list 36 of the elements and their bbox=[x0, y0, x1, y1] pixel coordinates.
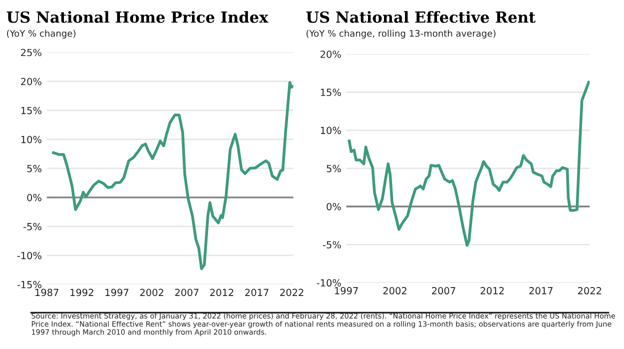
x-tick-label: 2022 bbox=[578, 287, 602, 294]
line-series bbox=[348, 80, 590, 247]
y-tick-label: 10% bbox=[320, 126, 341, 134]
y-tick-label: 0% bbox=[27, 194, 42, 202]
chart-title: US National Effective Rent bbox=[306, 11, 536, 23]
y-tick-label: -10% bbox=[17, 252, 42, 260]
x-tick-label: 1992 bbox=[70, 288, 94, 296]
y-tick-label: 20% bbox=[21, 78, 42, 86]
x-tick-label: 2002 bbox=[140, 288, 164, 296]
y-tick-label: -5% bbox=[323, 241, 341, 248]
chart-subtitle: (YoY % change, rolling 13-month average) bbox=[306, 30, 496, 39]
x-tick-label: 1987 bbox=[35, 288, 58, 296]
x-tick-label: 2017 bbox=[529, 287, 553, 294]
x-tick-label: 1997 bbox=[335, 287, 358, 294]
y-tick-label: -15% bbox=[17, 280, 42, 288]
y-tick-label: 20% bbox=[320, 50, 341, 58]
line-series bbox=[52, 81, 294, 270]
chart-title: US National Home Price Index bbox=[6, 11, 268, 23]
chart-subtitle: (YoY % change) bbox=[7, 30, 76, 39]
x-tick-label: 2007 bbox=[175, 288, 198, 296]
y-tick-label: 10% bbox=[21, 136, 42, 144]
x-tick-label: 2022 bbox=[280, 288, 304, 296]
x-tick-label: 2012 bbox=[480, 287, 504, 294]
y-tick-label: 25% bbox=[21, 48, 42, 56]
x-tick-label: 2007 bbox=[432, 287, 456, 294]
y-tick-label: 5% bbox=[27, 164, 42, 172]
x-tick-label: 2002 bbox=[383, 287, 406, 294]
x-tick-label: 1997 bbox=[106, 288, 128, 296]
y-tick-label: -10% bbox=[316, 279, 341, 287]
y-tick-label: 5% bbox=[326, 164, 341, 172]
x-tick-label: 2017 bbox=[245, 288, 268, 296]
x-tick-label: 2012 bbox=[210, 288, 234, 296]
y-tick-label: 0% bbox=[326, 202, 341, 210]
y-tick-label: -5% bbox=[23, 222, 42, 230]
y-tick-label: 15% bbox=[320, 88, 341, 96]
y-tick-label: 15% bbox=[21, 106, 42, 114]
